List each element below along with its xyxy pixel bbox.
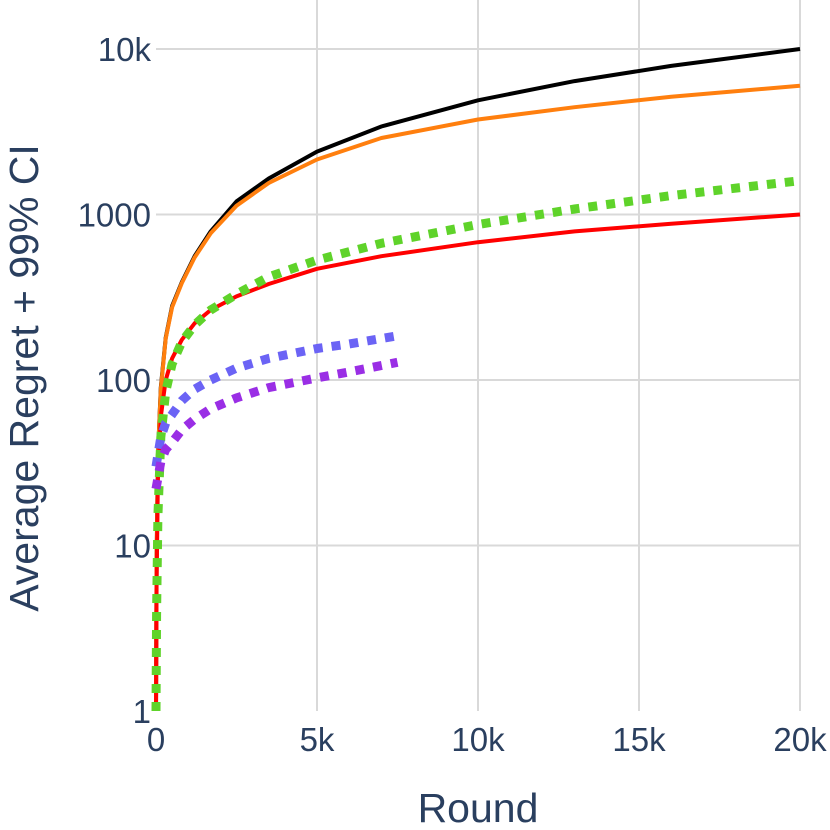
grid-lines bbox=[156, 0, 801, 711]
y-axis-title: Average Regret + 99% CI bbox=[1, 144, 47, 612]
x-tick-label: 20k bbox=[773, 721, 827, 758]
x-tick-labels: 0 5k 10k 15k 20k bbox=[147, 721, 827, 758]
y-tick-label: 100 bbox=[96, 362, 151, 399]
y-tick-label: 1 bbox=[133, 693, 151, 730]
series-lines bbox=[151, 47, 801, 712]
x-tick-label: 5k bbox=[300, 721, 335, 758]
y-tick-label: 10 bbox=[114, 528, 151, 565]
x-axis-title: Round bbox=[418, 785, 539, 830]
series-line-3 bbox=[151, 176, 801, 712]
x-tick-label: 15k bbox=[612, 721, 666, 758]
series-line-5 bbox=[151, 357, 399, 490]
x-tick-label: 0 bbox=[147, 721, 165, 758]
series-line-4 bbox=[151, 331, 399, 468]
y-tick-labels: 1 10 100 1000 10k bbox=[78, 31, 152, 730]
y-tick-label: 1000 bbox=[78, 197, 151, 234]
x-tick-label: 10k bbox=[451, 721, 505, 758]
y-tick-label: 10k bbox=[98, 31, 152, 68]
